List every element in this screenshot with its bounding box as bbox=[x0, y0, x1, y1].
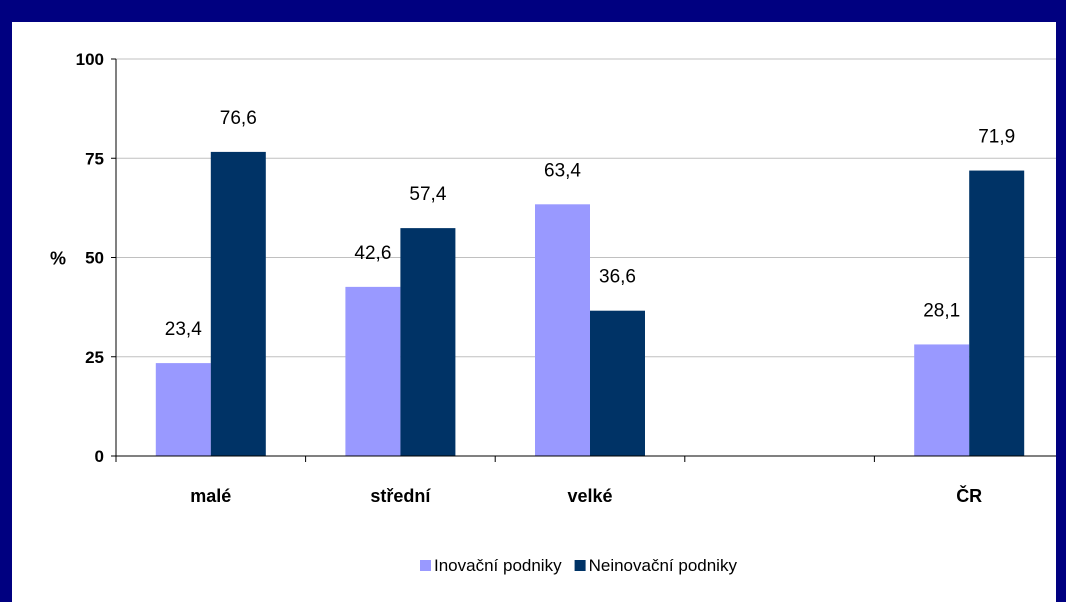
legend-entry: Inovační podniky bbox=[434, 556, 562, 575]
x-category-label: ČR bbox=[956, 485, 982, 506]
bar bbox=[156, 363, 211, 456]
y-tick-label: 50 bbox=[85, 249, 104, 268]
bar bbox=[969, 171, 1024, 456]
bar bbox=[914, 344, 969, 456]
data-label: 57,4 bbox=[409, 184, 446, 205]
y-tick-label: 75 bbox=[85, 149, 104, 168]
bar bbox=[535, 204, 590, 456]
data-label: 23,4 bbox=[165, 319, 202, 340]
y-tick-label: 100 bbox=[76, 50, 104, 69]
legend-swatch bbox=[575, 560, 586, 571]
legend-entry: Neinovační podniky bbox=[589, 556, 738, 575]
data-label: 63,4 bbox=[544, 160, 581, 181]
x-category-label: malé bbox=[190, 486, 231, 506]
bar bbox=[211, 152, 266, 456]
chart-frame: 0 25 50 75 100% malé 23,4 76,6 střední 42,6 57,4 ve… bbox=[12, 22, 1056, 602]
y-tick-label: 0 bbox=[95, 447, 104, 466]
bar bbox=[400, 228, 455, 456]
data-label: 36,6 bbox=[599, 267, 636, 288]
bar bbox=[590, 311, 645, 456]
x-category-label: střední bbox=[370, 486, 431, 506]
bar bbox=[345, 287, 400, 456]
data-label: 76,6 bbox=[220, 108, 257, 129]
bar-chart: 0 25 50 75 100% malé 23,4 76,6 střední 42,6 57,4 ve… bbox=[12, 22, 1056, 602]
x-category-label: velké bbox=[567, 486, 612, 506]
legend: Inovační podniky Neinovační podniky bbox=[420, 556, 737, 575]
data-label: 42,6 bbox=[354, 243, 391, 264]
data-label: 28,1 bbox=[923, 300, 960, 321]
y-tick-label: 25 bbox=[85, 348, 104, 367]
data-label: 71,9 bbox=[978, 127, 1015, 148]
bars bbox=[156, 152, 1024, 456]
legend-swatch bbox=[420, 560, 431, 571]
y-axis-label: % bbox=[50, 249, 66, 269]
